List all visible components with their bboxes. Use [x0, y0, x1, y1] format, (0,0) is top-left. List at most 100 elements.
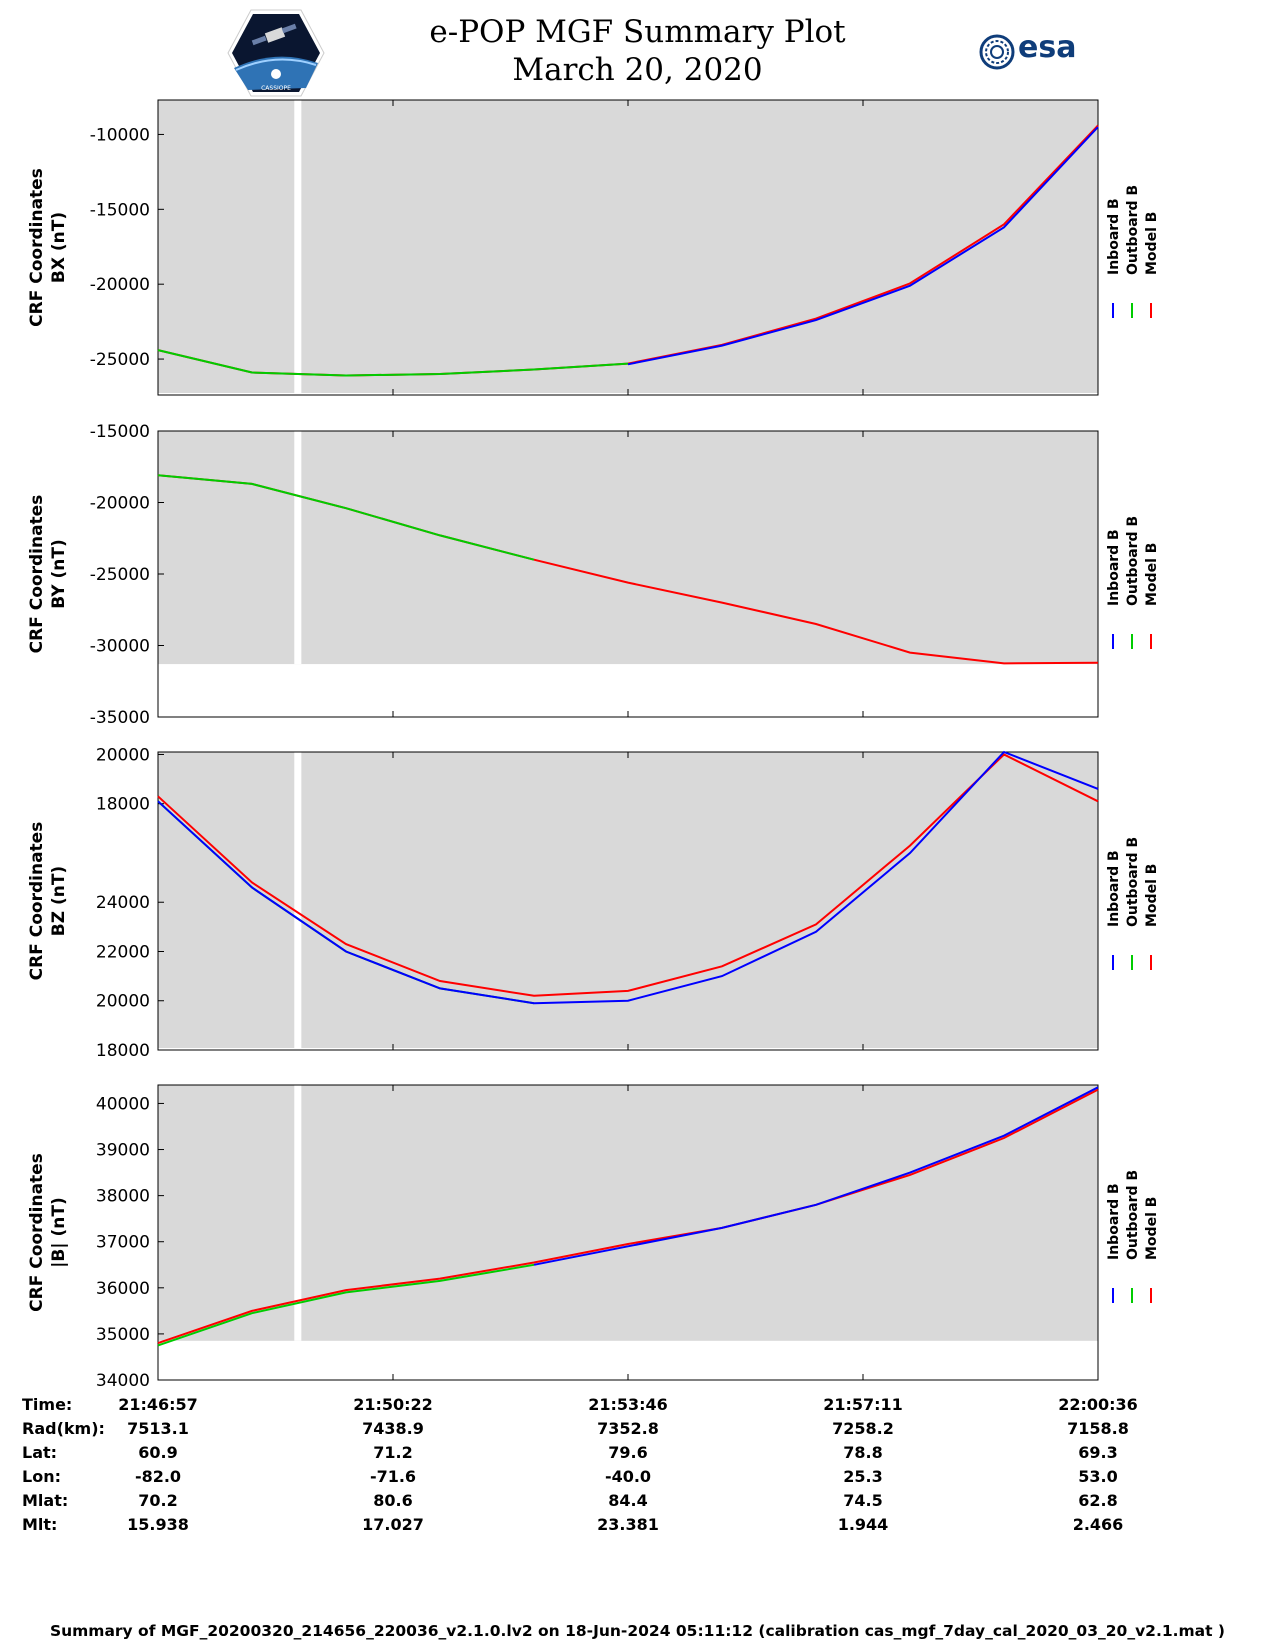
ephemeris-row-label: Lat:: [22, 1443, 57, 1462]
ephemeris-value: 21:57:11: [823, 1395, 903, 1414]
data-gap: [294, 431, 302, 665]
ephemeris-value: 62.8: [1078, 1491, 1117, 1510]
y-tick-label: 18000: [96, 1041, 150, 1061]
ephemeris-value: 7158.8: [1067, 1419, 1129, 1438]
y-tick-label: -30000: [90, 637, 150, 657]
y-tick-label: 18000: [96, 795, 150, 815]
ephemeris-value: 1.944: [838, 1515, 889, 1534]
ephemeris-value: -40.0: [605, 1467, 651, 1486]
legend-label: Inboard B: [1106, 1183, 1122, 1260]
legend-label: Model B: [1144, 212, 1160, 275]
y-tick-label: -20000: [90, 494, 150, 514]
panel-3: 20000 18000 24000 22000 20000 18000 CRF Coordi…: [27, 745, 1160, 1061]
ephemeris-value: 2.466: [1073, 1515, 1124, 1534]
data-gap: [294, 1085, 302, 1341]
legend-label: Inboard B: [1106, 529, 1122, 606]
y-tick-label: -25000: [90, 565, 150, 585]
ephemeris-value: 69.3: [1078, 1443, 1117, 1462]
y-tick-label: 20000: [96, 992, 150, 1012]
ephemeris-value: 70.2: [138, 1491, 177, 1510]
y-tick-label: 35000: [96, 1325, 150, 1345]
plot-background: [158, 1085, 1098, 1341]
y-tick-label: 22000: [96, 942, 150, 962]
legend-label: Model B: [1144, 1197, 1160, 1260]
series-line-model-b: [157, 753, 1099, 997]
ephemeris-value: 7513.1: [127, 1419, 189, 1438]
ephemeris-value: 79.6: [608, 1443, 647, 1462]
ephemeris-value: 17.027: [362, 1515, 424, 1534]
y-axis-label: CRF Coordinates: [27, 168, 47, 327]
plot-background: [158, 431, 1098, 665]
ephemeris-value: 22:00:36: [1058, 1395, 1138, 1414]
mission-logo-text: CASSIOPE: [261, 85, 291, 92]
ephemeris-value: 7352.8: [597, 1419, 659, 1438]
y-tick-label: 34000: [96, 1371, 150, 1391]
y-tick-label: -15000: [90, 422, 150, 442]
ephemeris-row-label: Rad(km):: [22, 1419, 105, 1438]
legend-label: Inboard B: [1106, 850, 1122, 927]
ephemeris-row-label: Lon:: [22, 1467, 61, 1486]
y-axis-label: |B| (nT): [49, 1197, 69, 1268]
ephemeris-value: 25.3: [843, 1467, 882, 1486]
legend-label: Outboard B: [1125, 1170, 1141, 1260]
y-tick-label: 40000: [96, 1094, 150, 1114]
y-tick-label: -10000: [90, 125, 150, 145]
ephemeris-value: 84.4: [608, 1491, 647, 1510]
data-gap: [294, 100, 302, 393]
y-tick-label: 39000: [96, 1141, 150, 1161]
ephemeris-value: 60.9: [138, 1443, 177, 1462]
ephemeris-row-label: Mlt:: [22, 1515, 57, 1534]
y-axis-label: CRF Coordinates: [27, 495, 47, 654]
panel-2: -15000 -20000 -25000 -30000 -35000 CRF Coordi…: [27, 422, 1160, 728]
plot-date: March 20, 2020: [512, 52, 763, 88]
series-line-inboard-b: [533, 1086, 1099, 1266]
panel-4: 40000 39000 38000 37000 36000 35000 34000 CRF C…: [27, 1084, 1160, 1391]
y-tick-label: 37000: [96, 1233, 150, 1253]
esa-logo-text: esa: [1018, 30, 1077, 65]
y-tick-label: 24000: [96, 893, 150, 913]
plot-background: [158, 100, 1098, 393]
ephemeris-value: -71.6: [370, 1467, 416, 1486]
series-line-outboard-b: [157, 349, 629, 377]
ephemeris-row-label: Mlat:: [22, 1491, 68, 1510]
y-axis-label: BZ (nT): [49, 866, 69, 936]
series-line-outboard-b: [157, 474, 535, 561]
esa-logo: [979, 34, 1015, 70]
mission-logo: CASSIOPE: [227, 9, 325, 97]
legend-label: Outboard B: [1125, 837, 1141, 927]
y-axis-label: CRF Coordinates: [27, 1153, 47, 1312]
legend-label: Model B: [1144, 543, 1160, 606]
legend-label: Inboard B: [1106, 198, 1122, 275]
y-axis-label: CRF Coordinates: [27, 822, 47, 981]
footer-caption: Summary of MGF_20200320_214656_220036_v2…: [49, 1622, 1226, 1640]
y-tick-label: -15000: [90, 200, 150, 220]
legend-label: Model B: [1144, 864, 1160, 927]
ephemeris-value: 15.938: [127, 1515, 189, 1534]
data-gap: [294, 752, 302, 1048]
plot-background: [158, 752, 1098, 1048]
ephemeris-value: 7438.9: [362, 1419, 424, 1438]
y-axis-label: BY (nT): [49, 539, 69, 609]
y-tick-label: -35000: [90, 708, 150, 728]
plot-title: e-POP MGF Summary Plot: [429, 14, 846, 50]
series-line-model-b: [157, 1088, 1099, 1345]
ephemeris-value: 23.381: [597, 1515, 659, 1534]
ephemeris-value: 80.6: [373, 1491, 412, 1510]
ephemeris-value: 71.2: [373, 1443, 412, 1462]
ephemeris-value: -82.0: [135, 1467, 181, 1486]
y-tick-label: 36000: [96, 1279, 150, 1299]
ephemeris-value: 78.8: [843, 1443, 882, 1462]
series-line-inboard-b: [627, 126, 1099, 366]
legend-label: Outboard B: [1125, 516, 1141, 606]
ephemeris-value: 21:46:57: [118, 1395, 198, 1414]
ephemeris-value: 74.5: [843, 1491, 882, 1510]
header: e-POP MGF Summary Plot March 20, 2020 CA…: [0, 0, 1275, 100]
panel-1: -10000 -15000 -20000 -25000 CRF Coordinates B…: [27, 99, 1160, 396]
series-line-outboard-b: [157, 1263, 535, 1347]
y-tick-label: 38000: [96, 1187, 150, 1207]
y-tick-label: -20000: [90, 275, 150, 295]
ephemeris-value: 21:50:22: [353, 1395, 433, 1414]
y-axis-label: BX (nT): [49, 212, 69, 283]
y-tick-label: 20000: [96, 745, 150, 765]
